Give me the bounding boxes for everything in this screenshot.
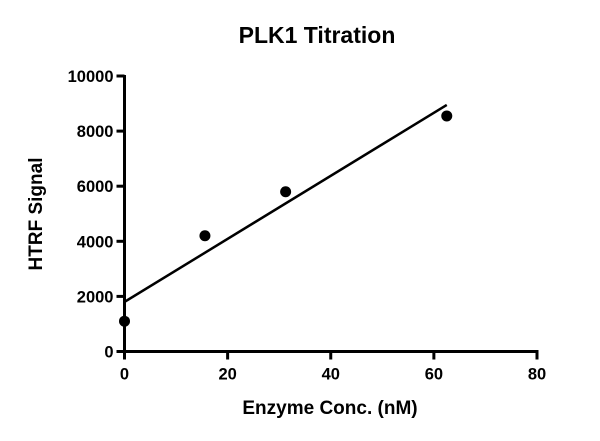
y-tick-label: 0 [104, 344, 113, 362]
x-tick-label: 60 [425, 366, 443, 384]
axes: 0 2000 4000 6000 8000 10000 0 20 40 60 80 [68, 68, 547, 384]
x-tick-label: 40 [322, 366, 340, 384]
y-axis-label: HTRF Signal [26, 158, 47, 271]
y-tick-label: 4000 [77, 233, 114, 251]
marks [119, 103, 453, 327]
x-tick-label: 80 [528, 366, 546, 384]
y-tick-label: 8000 [77, 123, 114, 141]
x-axis-label: Enzyme Conc. (nM) [242, 398, 417, 419]
x-tick-label: 0 [120, 366, 129, 384]
y-tick-label: 6000 [77, 178, 114, 196]
data-point [119, 315, 130, 327]
y-tick-label: 10000 [68, 68, 114, 86]
fit-line [123, 103, 448, 303]
chart-title: PLK1 Titration [239, 22, 396, 48]
y-tick-label: 2000 [77, 288, 114, 306]
data-point [280, 186, 292, 198]
x-tick-label: 20 [218, 366, 236, 384]
data-point [199, 230, 211, 242]
data-point [441, 110, 453, 122]
